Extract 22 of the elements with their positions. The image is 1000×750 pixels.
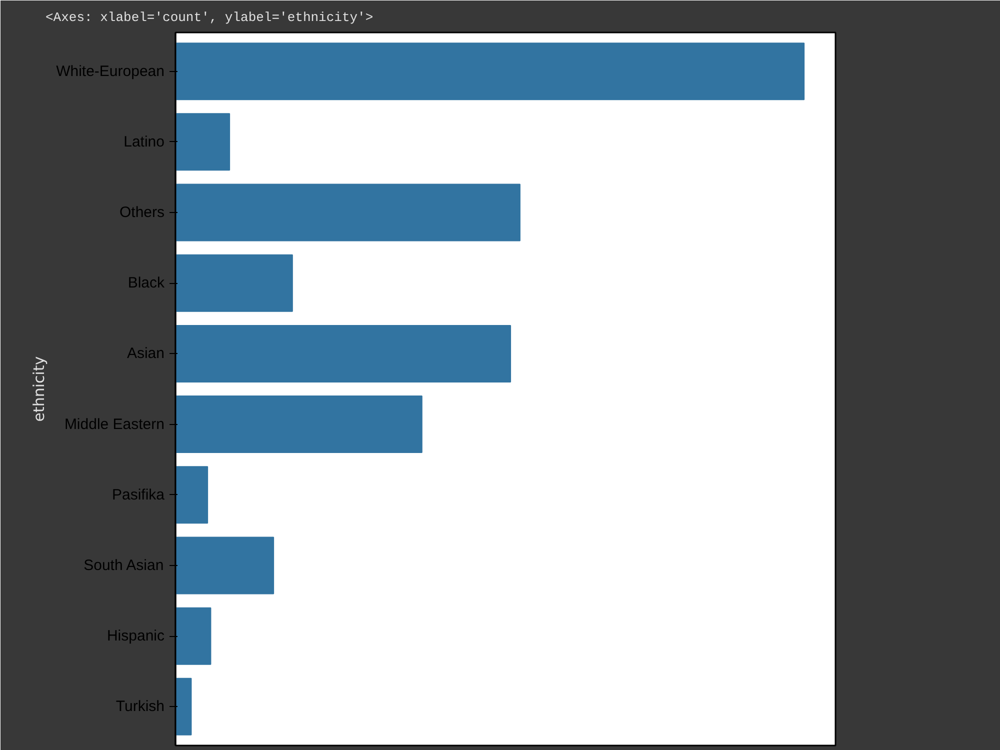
y-tick-label: South Asian <box>84 556 164 574</box>
y-tick-label: Asian <box>126 345 165 362</box>
bar <box>176 42 805 100</box>
bar <box>176 113 230 171</box>
y-tick-label: Middle Eastern <box>64 416 165 433</box>
bar <box>176 607 212 665</box>
y-tick-label: Black <box>128 274 165 292</box>
bar <box>176 254 293 312</box>
y-tick-label: Pasifika <box>112 486 166 504</box>
y-axis-title: ethnicity <box>30 356 48 422</box>
bar <box>176 466 208 524</box>
bar <box>176 536 274 594</box>
bar <box>176 184 520 242</box>
y-tick-label: Latino <box>124 133 165 150</box>
y-tick-label: Turkish <box>116 698 165 716</box>
text: <Axes: xlabel='count', ylabel='ethnicity'> <box>46 10 374 25</box>
y-tick-label: White-European <box>56 62 165 80</box>
y-tick-label: Hispanic <box>106 628 165 645</box>
bar <box>176 324 512 382</box>
bar <box>176 678 192 736</box>
y-tick-label: Others <box>119 204 164 222</box>
bar <box>176 396 422 454</box>
